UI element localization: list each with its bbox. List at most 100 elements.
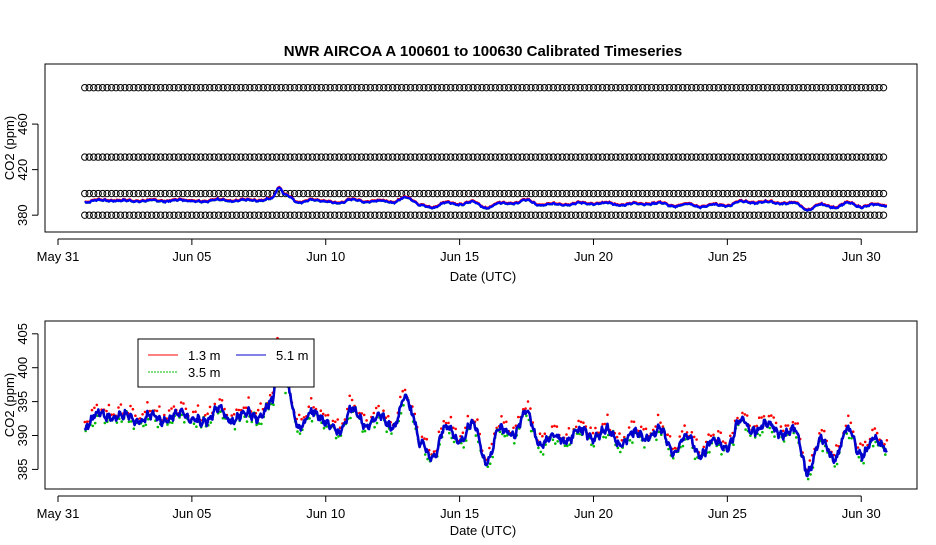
top-reference-point [513,153,522,161]
top-reference-point [388,211,397,219]
bottom-data-point [167,409,171,412]
top-reference-point [223,153,232,161]
top-reference-point [152,153,160,161]
top-reference-point [165,211,174,219]
top-reference-point [634,83,642,92]
top-reference-point [313,189,321,198]
bottom-data-point [615,435,619,439]
top-reference-point [139,83,147,92]
top-reference-point [674,211,682,219]
top-reference-point [348,83,357,92]
bottom-data-point [373,425,376,429]
top-reference-point [478,153,486,161]
top-reference-point [219,83,227,92]
top-reference-point [522,211,531,219]
bottom-data-point [194,410,197,414]
top-reference-point [652,211,660,219]
bottom-data-point [142,424,145,428]
top-reference-point [812,153,821,161]
bottom-data-point [721,440,725,443]
top-reference-point [103,153,111,161]
bottom-data-point [702,445,706,449]
top-reference-point [540,83,549,92]
top-reference-point [603,211,611,219]
top-reference-point [741,211,749,219]
top-reference-point [259,189,267,198]
bottom-x-axis-label: Date (UTC) [450,523,516,538]
bottom-data-point [331,419,335,423]
top-reference-point [89,211,98,219]
top-reference-point [384,153,392,161]
top-reference-point [826,189,834,198]
bottom-data-point [230,414,233,417]
bottom-data-point [447,421,450,425]
top-reference-point [326,153,334,161]
bottom-data-point [374,406,378,410]
top-reference-point [116,83,125,92]
bottom-series-5-1-m [83,341,888,478]
top-reference-point [429,189,437,198]
bottom-data-point [823,429,826,433]
top-reference-point [299,153,308,161]
top-reference-point [161,211,169,219]
top-reference-point [219,153,227,161]
top-reference-point [741,83,749,92]
bottom-data-point [93,421,97,425]
top-reference-point [330,189,339,198]
bottom-data-point [525,414,528,418]
top-reference-point [870,189,879,198]
top-reference-point [665,83,674,92]
top-reference-point [125,83,134,92]
top-reference-point [121,211,129,219]
top-reference-point [866,211,874,219]
top-reference-point [98,211,107,219]
bottom-data-point [849,421,853,425]
bottom-data-point [141,413,144,416]
top-reference-point [866,189,874,198]
bottom-data-point [437,430,441,434]
top-reference-point [808,83,816,92]
top-reference-point [857,83,865,92]
top-reference-point [446,189,455,198]
top-reference-point [545,153,553,161]
top-reference-point [585,153,593,161]
top-reference-point [165,153,174,161]
top-reference-point [397,211,406,219]
top-reference-point [384,83,392,92]
bottom-data-point [170,407,173,410]
top-reference-point [799,211,807,219]
top-reference-point [866,153,874,161]
top-reference-point [116,153,125,161]
top-reference-point [710,83,718,92]
top-reference-point [139,153,147,161]
top-reference-point [94,83,102,92]
top-reference-point [790,189,798,198]
bottom-data-point [310,419,314,423]
bottom-data-point [538,432,542,436]
top-reference-point [89,153,98,161]
top-reference-point [719,189,727,198]
top-reference-point [388,153,397,161]
top-reference-point [237,211,245,219]
top-reference-point [679,211,687,219]
top-reference-point [844,153,852,161]
top-reference-point [478,83,486,92]
bottom-data-point [232,413,236,416]
top-reference-point [754,83,763,92]
top-reference-point [705,189,714,198]
top-reference-point [183,189,192,198]
bottom-data-point [488,462,492,466]
top-reference-point [576,83,584,92]
top-reference-point [719,211,727,219]
top-reference-point [496,153,504,161]
top-reference-point [290,211,299,219]
top-reference-point [670,189,678,198]
top-reference-point [464,211,473,219]
top-reference-point [214,83,223,92]
top-reference-point [259,83,267,92]
bottom-data-point [272,403,275,407]
top-reference-point [487,211,495,219]
top-reference-point [844,83,852,92]
bottom-data-point [555,425,559,428]
